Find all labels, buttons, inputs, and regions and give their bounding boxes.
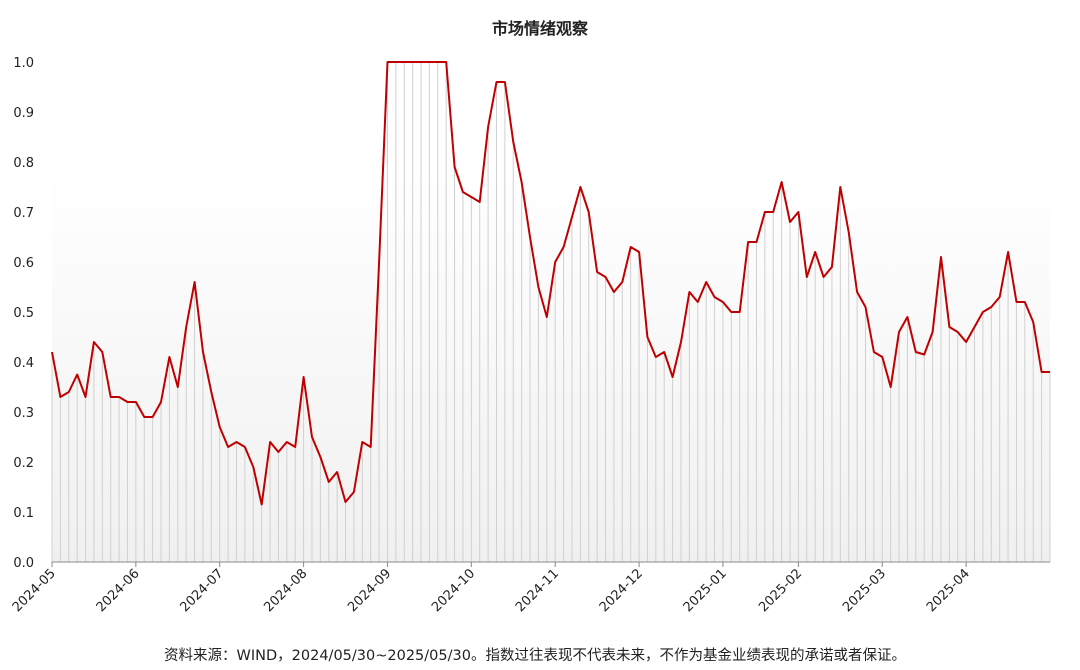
y-tick-label: 0.4 — [13, 356, 34, 371]
x-tick-label: 2024-05 — [10, 566, 59, 615]
y-tick-label: 0.3 — [13, 406, 34, 421]
x-tick-label: 2024-06 — [94, 566, 143, 615]
x-tick-label: 2025-03 — [840, 566, 889, 615]
chart-title: 市场情绪观察 — [492, 19, 589, 38]
y-tick-label: 0.7 — [13, 206, 34, 221]
y-tick-label: 0.0 — [13, 556, 34, 571]
plot-background — [52, 170, 1050, 562]
x-tick-label: 2024-10 — [429, 566, 478, 615]
footnote: 资料来源：WIND，2024/05/30~2025/05/30。指数过往表现不代… — [164, 647, 906, 664]
y-tick-label: 0.8 — [13, 156, 34, 171]
x-tick-label: 2024-12 — [597, 566, 646, 615]
y-tick-label: 1.0 — [13, 56, 34, 71]
series-line — [51, 61, 1050, 506]
y-tick-label: 0.2 — [13, 456, 34, 471]
x-tick-label: 2025-01 — [681, 566, 730, 615]
y-tick-label: 0.6 — [13, 256, 34, 271]
x-tick-label: 2024-08 — [261, 566, 310, 615]
x-tick-label: 2024-11 — [513, 566, 562, 615]
x-tick-label: 2025-02 — [756, 566, 805, 615]
y-tick-label: 0.9 — [13, 106, 34, 121]
x-tick-label: 2025-04 — [924, 566, 973, 615]
x-tick-label: 2024-09 — [345, 566, 394, 615]
y-tick-label: 0.1 — [13, 506, 34, 521]
y-tick-label: 0.5 — [13, 306, 34, 321]
x-tick-label: 2024-07 — [178, 566, 227, 615]
